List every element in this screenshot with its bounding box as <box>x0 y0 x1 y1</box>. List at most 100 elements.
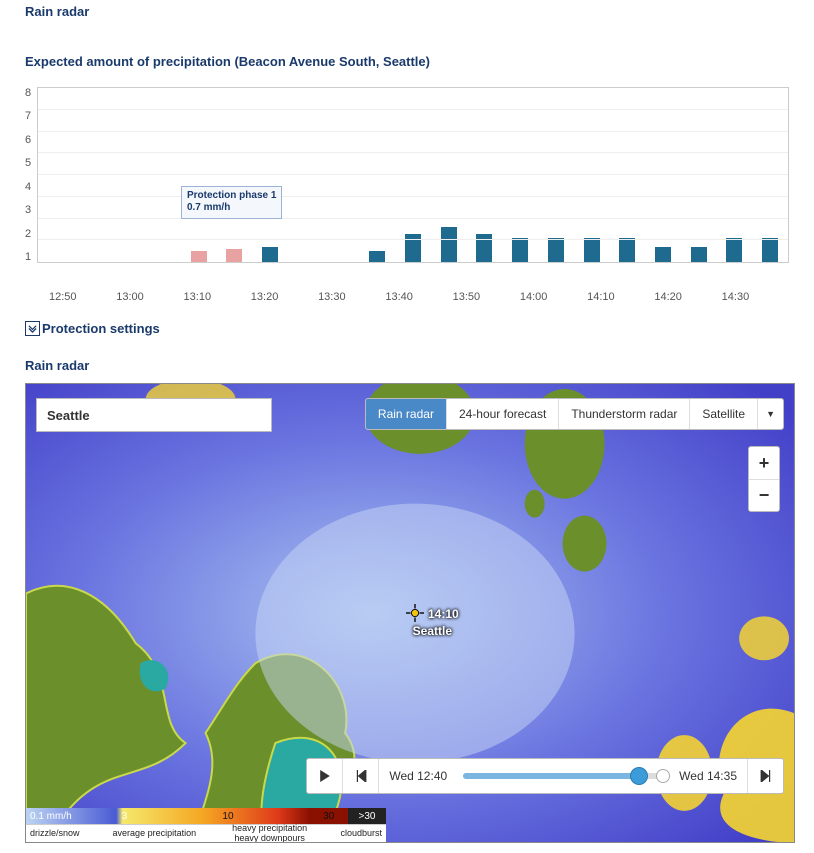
x-tick: 12:50 <box>49 291 116 303</box>
chart-bars <box>38 88 788 262</box>
bar-slot <box>502 88 538 262</box>
bar-slot <box>145 88 181 262</box>
zoom-in-button[interactable]: + <box>749 447 779 479</box>
bar-slot <box>431 88 467 262</box>
step-back-button[interactable] <box>343 759 379 793</box>
legend-stop-30: 30 <box>321 808 336 824</box>
bar-slot <box>645 88 681 262</box>
bar[interactable] <box>655 247 671 262</box>
x-tick: 13:20 <box>251 291 318 303</box>
tooltip-line1: Protection phase 1 <box>187 190 276 203</box>
map-legend: >30 0.1 mm/h 3 10 30 drizzle/snow averag… <box>26 808 386 842</box>
legend-label-average: average precipitation <box>109 829 221 838</box>
bar-slot <box>181 88 217 262</box>
bar-slot <box>681 88 717 262</box>
bar-slot <box>538 88 574 262</box>
zoom-out-button[interactable]: − <box>749 479 779 511</box>
y-tick: 8 <box>25 87 31 99</box>
bar[interactable] <box>476 234 492 262</box>
y-tick: 4 <box>25 181 31 193</box>
y-tick: 1 <box>25 251 31 263</box>
tab-rain-radar[interactable]: Rain radar <box>366 399 446 429</box>
timeline-start-label: Wed 12:40 <box>379 769 457 783</box>
y-tick: 3 <box>25 204 31 216</box>
chart-plot-area: Protection phase 1 0.7 mm/h <box>37 87 789 263</box>
x-tick: 13:10 <box>184 291 251 303</box>
legend-label-heavy: heavy precipitationheavy downpours <box>221 824 318 843</box>
bar-slot <box>395 88 431 262</box>
y-tick: 7 <box>25 110 31 122</box>
play-icon <box>319 770 331 782</box>
bar-slot <box>716 88 752 262</box>
step-back-icon <box>355 770 367 782</box>
y-tick: 2 <box>25 228 31 240</box>
chart-title: Expected amount of precipitation (Beacon… <box>25 54 789 69</box>
timeline-thumb[interactable] <box>630 767 648 785</box>
bar-slot <box>359 88 395 262</box>
bar[interactable] <box>548 238 564 262</box>
zoom-controls: + − <box>748 446 780 512</box>
timeline-slider[interactable] <box>463 773 663 779</box>
bar-slot <box>288 88 324 262</box>
tab-24h-forecast[interactable]: 24-hour forecast <box>446 399 558 429</box>
bar-slot <box>252 88 288 262</box>
chart-x-axis: 12:5013:0013:1013:2013:3013:4013:5014:00… <box>49 291 789 303</box>
chevron-down-icon <box>25 321 40 336</box>
page-title: Rain radar <box>25 4 789 19</box>
bar[interactable] <box>369 251 385 262</box>
radar-map[interactable]: Rain radar 24-hour forecast Thunderstorm… <box>25 383 795 843</box>
bar[interactable] <box>619 238 635 262</box>
legend-unit: 0.1 mm/h <box>28 808 74 824</box>
protection-settings-label: Protection settings <box>42 321 160 336</box>
legend-label-cloudburst: cloudburst <box>318 829 386 838</box>
timeline-end-thumb[interactable] <box>656 769 670 783</box>
tab-satellite[interactable]: Satellite <box>689 399 757 429</box>
bar[interactable] <box>691 247 707 262</box>
bar-slot <box>752 88 788 262</box>
chart-tooltip: Protection phase 1 0.7 mm/h <box>181 186 282 219</box>
x-tick: 14:30 <box>722 291 789 303</box>
chart-y-axis: 87654321 <box>25 87 37 263</box>
step-forward-button[interactable] <box>747 759 783 793</box>
y-tick: 6 <box>25 134 31 146</box>
bar-slot <box>217 88 253 262</box>
bar[interactable] <box>584 238 600 262</box>
radar-section-title: Rain radar <box>25 358 789 373</box>
legend-label-drizzle: drizzle/snow <box>26 829 109 838</box>
bar[interactable] <box>726 238 742 262</box>
timeline-end-label: Wed 14:35 <box>669 769 747 783</box>
bar[interactable] <box>262 247 278 262</box>
bar[interactable] <box>405 234 421 262</box>
bar[interactable] <box>512 238 528 262</box>
x-tick: 13:50 <box>453 291 520 303</box>
bar[interactable] <box>226 249 242 262</box>
protection-settings-toggle[interactable]: Protection settings <box>25 321 789 336</box>
bar-slot <box>38 88 74 262</box>
bar-slot <box>110 88 146 262</box>
tab-more-dropdown[interactable]: ▼ <box>757 399 783 429</box>
x-tick: 13:00 <box>116 291 183 303</box>
legend-cap: >30 <box>348 808 386 824</box>
x-tick: 14:00 <box>520 291 587 303</box>
x-tick: 14:10 <box>587 291 654 303</box>
bar-slot <box>324 88 360 262</box>
timeline: Wed 12:40 Wed 14:35 <box>306 758 784 794</box>
bar[interactable] <box>191 251 207 262</box>
bar-slot <box>74 88 110 262</box>
bar-slot <box>609 88 645 262</box>
legend-stop-10: 10 <box>220 808 235 824</box>
location-input[interactable] <box>36 398 272 432</box>
tooltip-line2: 0.7 mm/h <box>187 202 276 215</box>
bar[interactable] <box>762 238 778 262</box>
x-tick: 14:20 <box>654 291 721 303</box>
legend-stop-3: 3 <box>120 808 130 824</box>
bar[interactable] <box>441 227 457 262</box>
layer-tabs: Rain radar 24-hour forecast Thunderstorm… <box>365 398 784 430</box>
step-forward-icon <box>760 770 772 782</box>
x-tick: 13:40 <box>385 291 452 303</box>
play-button[interactable] <box>307 759 343 793</box>
tab-thunderstorm[interactable]: Thunderstorm radar <box>558 399 689 429</box>
precipitation-chart: 87654321 Protection phase 1 0.7 mm/h <box>25 87 789 287</box>
bar-slot <box>467 88 503 262</box>
x-tick: 13:30 <box>318 291 385 303</box>
